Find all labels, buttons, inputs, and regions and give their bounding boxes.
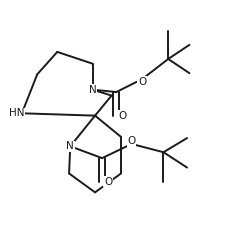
Text: O: O xyxy=(118,111,126,121)
Text: N: N xyxy=(66,141,74,151)
Text: O: O xyxy=(138,77,146,87)
Text: O: O xyxy=(128,136,136,146)
Text: N: N xyxy=(89,85,97,95)
Text: HN: HN xyxy=(9,108,24,118)
Text: O: O xyxy=(104,177,112,187)
